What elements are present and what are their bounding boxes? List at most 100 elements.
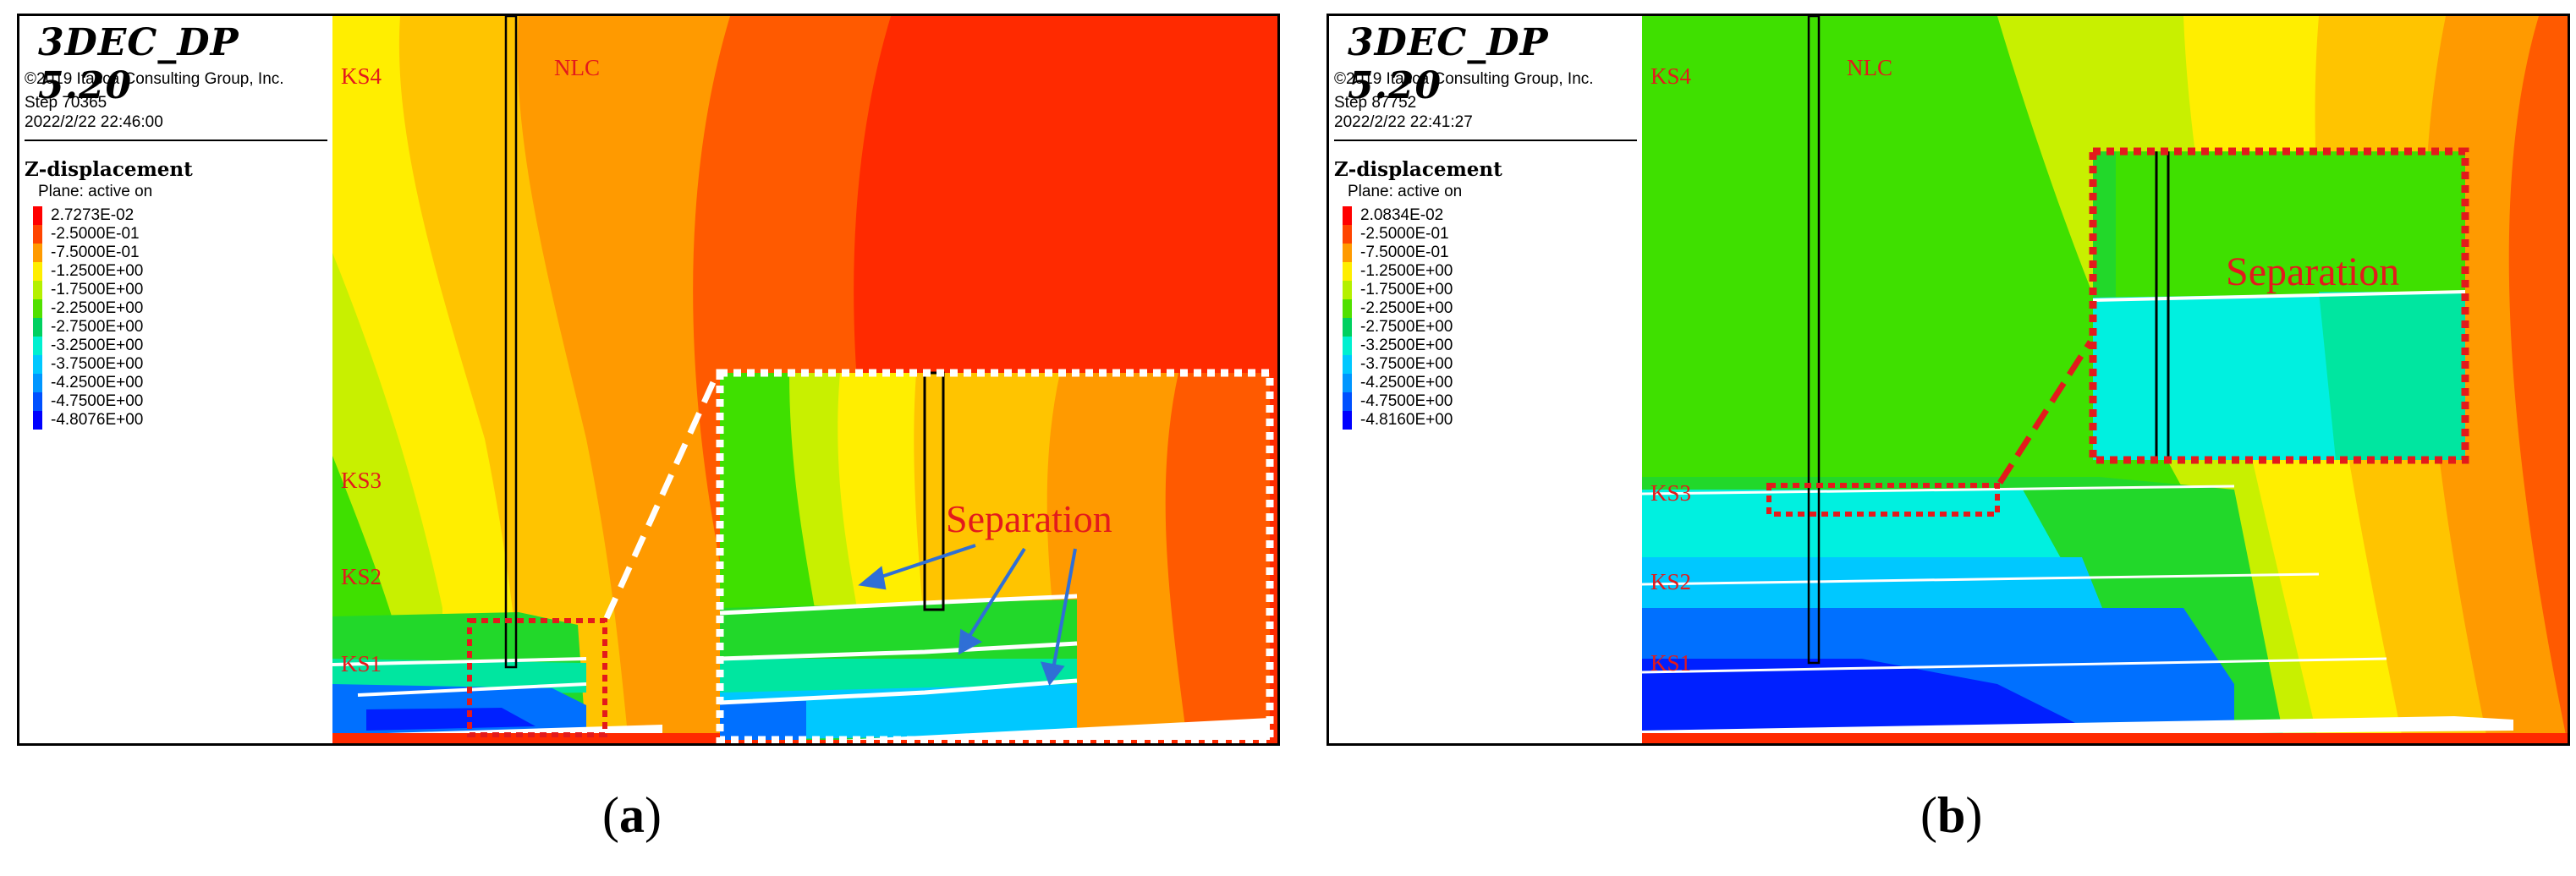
legend-value: -2.7500E+00: [1360, 318, 1453, 336]
legend-swatch: [1343, 337, 1352, 355]
legend-panel: 3DEC_DP 5.20 ©2019 Itasca Consulting Gro…: [19, 16, 334, 743]
legend-row: -3.7500E+00: [1343, 355, 1453, 374]
legend-row: -2.2500E+00: [33, 299, 143, 318]
legend-swatch: [1343, 225, 1352, 244]
legend-row: -4.7500E+00: [1343, 392, 1453, 411]
plane-text: Plane: active on: [38, 183, 153, 200]
legend-swatch: [1343, 411, 1352, 430]
legend-swatch: [33, 318, 42, 337]
caption-b: (b): [1920, 787, 1983, 843]
legend-swatch: [33, 355, 42, 374]
legend-swatch: [33, 411, 42, 430]
legend-row: -2.7500E+00: [33, 318, 143, 337]
label-ks4: KS4: [1651, 63, 1692, 89]
legend-value: -3.2500E+00: [51, 337, 144, 354]
legend-swatch: [1343, 355, 1352, 374]
divider: [1334, 140, 1637, 141]
copyright-text: ©2019 Itasca Consulting Group, Inc.: [1334, 70, 1594, 88]
caption-letter: a: [618, 787, 645, 843]
legend-swatch: [33, 281, 42, 299]
zoom-inset: [2089, 147, 2469, 464]
panel-b: 3DEC_DP 5.20 ©2019 Itasca Consulting Gro…: [1326, 14, 2570, 746]
legend-row: -7.5000E-01: [33, 244, 140, 262]
zoom-inset-border: [2089, 147, 2469, 464]
plane-text: Plane: active on: [1348, 183, 1463, 200]
caption-a: (a): [602, 787, 662, 843]
legend-value: -1.2500E+00: [1360, 262, 1453, 280]
legend-value: -2.5000E-01: [1360, 225, 1449, 243]
zoom-inset: [716, 369, 1274, 743]
separation-crack: [1642, 572, 2320, 586]
legend-value: -3.7500E+00: [51, 355, 144, 373]
legend-row: -3.7500E+00: [33, 355, 143, 374]
step-text: Step 87752: [1334, 94, 1417, 112]
timestamp-text: 2022/2/22 22:46:00: [25, 113, 163, 131]
legend-swatch: [33, 299, 42, 318]
borehole: [504, 16, 518, 669]
separation-label: Separation: [2226, 249, 2399, 294]
legend-row: -4.7500E+00: [33, 392, 143, 411]
legend-value: -4.8076E+00: [51, 411, 144, 429]
legend-value: -7.5000E-01: [1360, 244, 1449, 261]
label-ks3: KS3: [341, 468, 382, 493]
legend-value: -4.7500E+00: [1360, 392, 1453, 410]
legend-row: -4.8076E+00: [33, 411, 143, 430]
legend-swatch: [33, 262, 42, 281]
legend-swatch: [1343, 299, 1352, 318]
label-nlc: NLC: [554, 55, 600, 80]
legend-row: -7.5000E-01: [1343, 244, 1449, 262]
legend-panel: 3DEC_DP 5.20 ©2019 Itasca Consulting Gro…: [1329, 16, 1644, 743]
borehole: [1807, 16, 1821, 665]
legend-value: -4.8160E+00: [1360, 411, 1453, 429]
legend-swatch: [1343, 281, 1352, 299]
legend-value: -4.2500E+00: [1360, 374, 1453, 391]
legend-row: -4.8160E+00: [1343, 411, 1453, 430]
separation-crack: [1642, 485, 2235, 495]
contour-label: Z-displacement: [1334, 158, 1502, 181]
contour-deep-blue-zone: [366, 708, 536, 731]
zoom-source-box: [1766, 483, 2000, 517]
legend-row: 2.7273E-02: [33, 206, 134, 225]
separation-label: Separation: [946, 497, 1112, 540]
legend-row: -1.7500E+00: [1343, 281, 1453, 299]
legend-value: -1.2500E+00: [51, 262, 144, 280]
legend-swatch: [33, 206, 42, 225]
legend-swatch: [1343, 318, 1352, 337]
legend-value: -2.5000E-01: [51, 225, 140, 243]
step-text: Step 70365: [25, 94, 107, 112]
label-ks4: KS4: [341, 63, 382, 89]
copyright-text: ©2019 Itasca Consulting Group, Inc.: [25, 70, 284, 88]
legend-row: 2.0834E-02: [1343, 206, 1443, 225]
legend-value: -2.7500E+00: [51, 318, 144, 336]
label-ks2: KS2: [1651, 569, 1691, 594]
legend-value: 2.7273E-02: [51, 206, 135, 224]
bottom-layer: [1642, 733, 2568, 743]
legend-value: -7.5000E-01: [51, 244, 140, 261]
legend-swatch: [33, 225, 42, 244]
legend-value: -4.2500E+00: [51, 374, 144, 391]
panel-a: 3DEC_DP 5.20 ©2019 Itasca Consulting Gro…: [17, 14, 1280, 746]
legend-value: 2.0834E-02: [1360, 206, 1444, 224]
legend-row: -3.2500E+00: [33, 337, 143, 355]
legend-swatch: [1343, 262, 1352, 281]
legend-value: -4.7500E+00: [51, 392, 144, 410]
contour-label: Z-displacement: [25, 158, 193, 181]
legend-row: -4.2500E+00: [1343, 374, 1453, 392]
label-ks2: KS2: [341, 564, 382, 589]
legend-row: -2.7500E+00: [1343, 318, 1453, 337]
legend-swatch: [1343, 392, 1352, 411]
contour-plot: KS4 NLC KS3 KS2 KS1: [332, 16, 1277, 743]
legend-value: -2.2500E+00: [51, 299, 144, 317]
timestamp-text: 2022/2/22 22:41:27: [1334, 113, 1473, 131]
label-ks3: KS3: [1651, 480, 1691, 506]
caption-letter: b: [1936, 787, 1966, 843]
legend-row: -1.2500E+00: [1343, 262, 1453, 281]
zoom-connector: [603, 371, 721, 620]
legend-swatch: [33, 392, 42, 411]
legend-swatch: [33, 374, 42, 392]
label-nlc: NLC: [1847, 55, 1892, 80]
legend-swatch: [1343, 206, 1352, 225]
legend-value: -2.2500E+00: [1360, 299, 1453, 317]
legend-swatch: [33, 244, 42, 262]
legend-row: -3.2500E+00: [1343, 337, 1453, 355]
